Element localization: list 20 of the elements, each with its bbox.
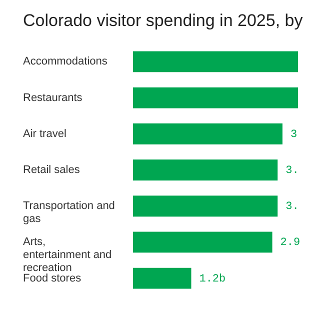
data-label: 1.2b [199, 273, 226, 286]
bar [133, 196, 278, 217]
data-label: 3. [286, 165, 299, 177]
bar [133, 268, 192, 289]
data-label: 3 [290, 128, 298, 141]
y-tick-label: Air travel [23, 128, 66, 140]
y-tick-label: Food stores [23, 272, 82, 284]
bar [133, 87, 298, 108]
bar [133, 160, 278, 180]
bar [133, 51, 298, 72]
data-label: 2.9 [280, 237, 300, 250]
y-tick-label: Accommodations [23, 56, 108, 68]
y-tick-label: Transportation and gas [23, 200, 115, 226]
data-label: 3. [286, 201, 299, 214]
chart-title: Colorado visitor spending in 2025, by [23, 11, 304, 30]
y-tick-label: Restaurants [23, 92, 83, 104]
y-tick-label: Retail sales [23, 164, 80, 176]
y-tick-label: Arts, entertainment and recreation [23, 236, 112, 274]
bar [133, 123, 282, 144]
bar [133, 232, 272, 253]
